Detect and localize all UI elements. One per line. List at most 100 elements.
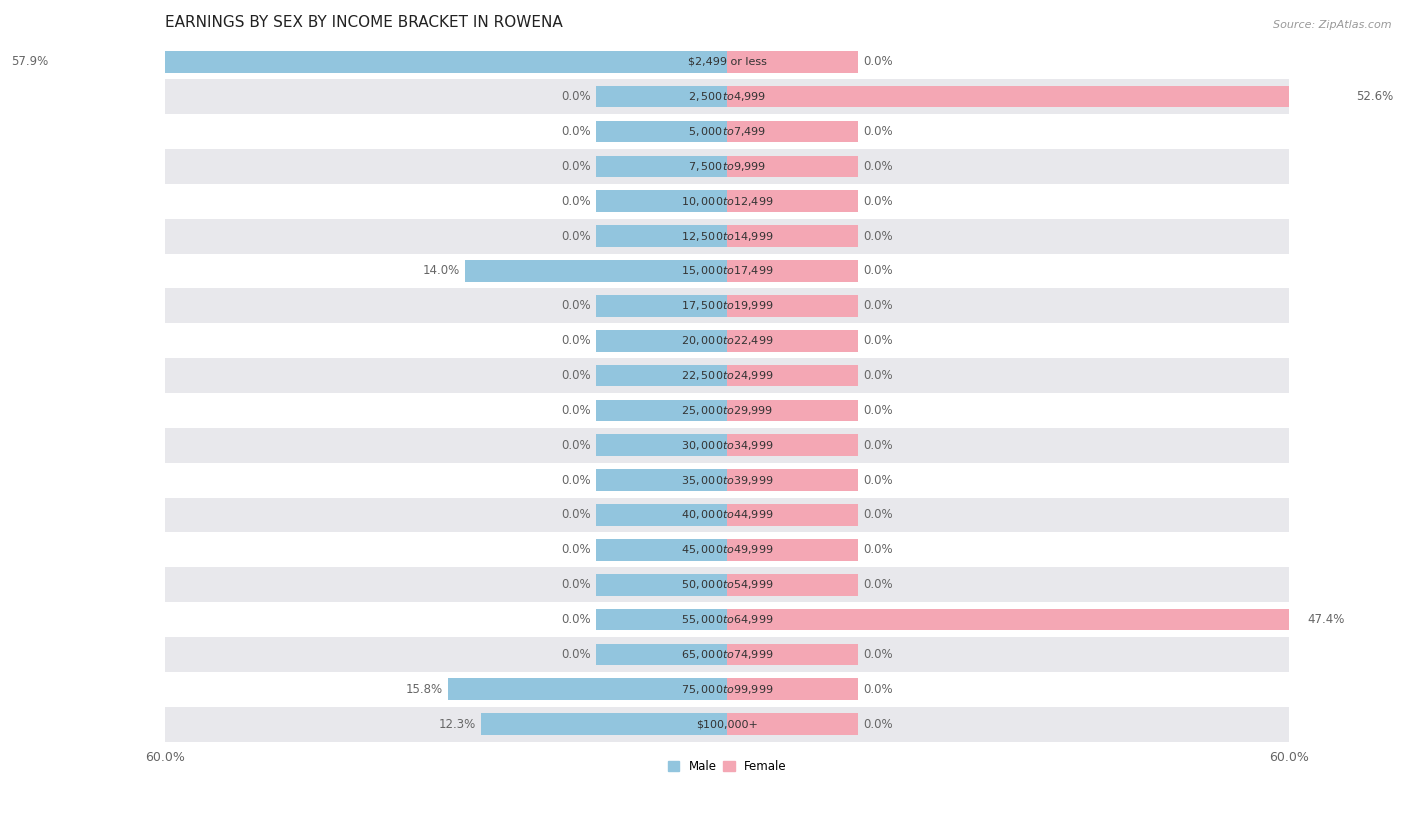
Bar: [165, 45, 1289, 79]
Text: 12.3%: 12.3%: [439, 718, 477, 731]
Bar: [727, 504, 858, 526]
Bar: [165, 149, 1289, 184]
Text: 0.0%: 0.0%: [863, 648, 893, 661]
Bar: [596, 644, 727, 665]
Text: 0.0%: 0.0%: [561, 369, 591, 382]
Text: 14.0%: 14.0%: [423, 264, 460, 277]
Bar: [165, 114, 1289, 149]
Text: 0.0%: 0.0%: [863, 195, 893, 208]
Bar: [727, 51, 858, 72]
Text: 0.0%: 0.0%: [561, 543, 591, 556]
Bar: [165, 79, 1289, 114]
Bar: [165, 567, 1289, 602]
Text: 52.6%: 52.6%: [1355, 90, 1393, 103]
Text: 0.0%: 0.0%: [863, 404, 893, 417]
Bar: [165, 324, 1289, 358]
Bar: [165, 672, 1289, 706]
Bar: [165, 219, 1289, 254]
Text: 0.0%: 0.0%: [561, 508, 591, 521]
Bar: [596, 679, 727, 700]
Text: $30,000 to $34,999: $30,000 to $34,999: [681, 439, 773, 452]
Text: 0.0%: 0.0%: [863, 125, 893, 138]
Text: $35,000 to $39,999: $35,000 to $39,999: [681, 474, 773, 487]
Bar: [596, 260, 727, 282]
Text: 0.0%: 0.0%: [863, 683, 893, 696]
Text: $40,000 to $44,999: $40,000 to $44,999: [681, 508, 773, 521]
Text: 0.0%: 0.0%: [561, 229, 591, 242]
Text: 0.0%: 0.0%: [863, 55, 893, 68]
Text: 0.0%: 0.0%: [863, 578, 893, 591]
Text: 47.4%: 47.4%: [1308, 613, 1344, 626]
Text: 0.0%: 0.0%: [561, 299, 591, 312]
Text: $20,000 to $22,499: $20,000 to $22,499: [681, 334, 773, 347]
Bar: [596, 51, 727, 72]
Bar: [596, 330, 727, 351]
Text: 0.0%: 0.0%: [863, 439, 893, 452]
Bar: [727, 86, 858, 107]
Text: $5,000 to $7,499: $5,000 to $7,499: [688, 125, 766, 138]
Bar: [727, 365, 858, 386]
Bar: [727, 155, 858, 177]
Text: 0.0%: 0.0%: [561, 334, 591, 347]
Bar: [727, 539, 858, 561]
Text: 0.0%: 0.0%: [561, 474, 591, 487]
Bar: [727, 190, 858, 212]
Bar: [727, 469, 858, 491]
Bar: [596, 469, 727, 491]
Bar: [727, 330, 858, 351]
Text: $65,000 to $74,999: $65,000 to $74,999: [681, 648, 773, 661]
Bar: [596, 713, 727, 735]
Text: 0.0%: 0.0%: [561, 439, 591, 452]
Text: 57.9%: 57.9%: [11, 55, 49, 68]
Bar: [727, 400, 858, 421]
Text: 0.0%: 0.0%: [863, 543, 893, 556]
Text: $55,000 to $64,999: $55,000 to $64,999: [681, 613, 773, 626]
Bar: [727, 574, 858, 596]
Text: $75,000 to $99,999: $75,000 to $99,999: [681, 683, 773, 696]
Bar: [596, 155, 727, 177]
Bar: [727, 260, 858, 282]
Bar: [165, 498, 1289, 533]
Text: 15.8%: 15.8%: [406, 683, 443, 696]
Bar: [727, 225, 858, 247]
Bar: [165, 428, 1289, 463]
Bar: [727, 679, 858, 700]
Bar: [165, 706, 1289, 741]
Bar: [596, 504, 727, 526]
Bar: [165, 289, 1289, 324]
Bar: [596, 120, 727, 142]
Text: 0.0%: 0.0%: [863, 474, 893, 487]
Bar: [165, 602, 1289, 637]
Text: 0.0%: 0.0%: [561, 160, 591, 173]
Text: 0.0%: 0.0%: [561, 578, 591, 591]
Bar: [165, 637, 1289, 672]
Text: 0.0%: 0.0%: [561, 125, 591, 138]
Text: 0.0%: 0.0%: [561, 404, 591, 417]
Bar: [481, 713, 596, 735]
Bar: [165, 533, 1289, 567]
Bar: [596, 609, 727, 630]
Text: 0.0%: 0.0%: [863, 229, 893, 242]
Text: 0.0%: 0.0%: [863, 508, 893, 521]
Legend: Male, Female: Male, Female: [662, 755, 792, 778]
Bar: [596, 225, 727, 247]
Bar: [727, 434, 858, 456]
Bar: [449, 679, 596, 700]
Bar: [858, 86, 1351, 107]
Bar: [858, 609, 1302, 630]
Text: 0.0%: 0.0%: [863, 334, 893, 347]
Bar: [165, 254, 1289, 289]
Bar: [596, 295, 727, 316]
Bar: [165, 358, 1289, 393]
Text: $50,000 to $54,999: $50,000 to $54,999: [681, 578, 773, 591]
Text: $17,500 to $19,999: $17,500 to $19,999: [681, 299, 773, 312]
Bar: [596, 365, 727, 386]
Bar: [727, 713, 858, 735]
Bar: [465, 260, 596, 282]
Bar: [53, 51, 596, 72]
Bar: [727, 644, 858, 665]
Text: $22,500 to $24,999: $22,500 to $24,999: [681, 369, 773, 382]
Text: 0.0%: 0.0%: [561, 613, 591, 626]
Bar: [596, 574, 727, 596]
Bar: [596, 539, 727, 561]
